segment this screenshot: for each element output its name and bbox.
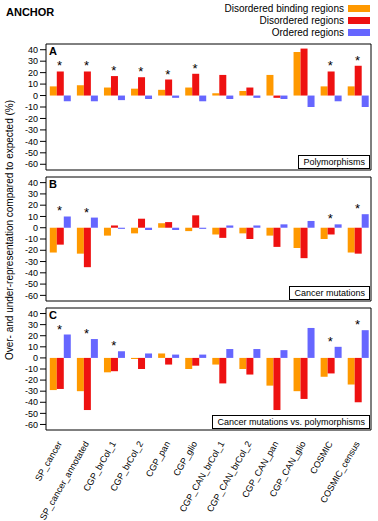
svg-text:40: 40 <box>28 309 38 319</box>
svg-text:*: * <box>111 63 116 78</box>
html-text:Disordered regions: Disordered regions <box>259 14 344 26</box>
svg-text:*: * <box>57 58 62 73</box>
svg-text:*: * <box>328 58 333 73</box>
html-text:Ordered regions: Ordered regions <box>271 26 344 38</box>
svg-text:0: 0 <box>33 353 38 363</box>
html-text:Over- and under-representation: Over- and under-representation compared … <box>3 99 15 361</box>
svg-text:CGP_brCol_1: CGP_brCol_1 <box>81 439 118 493</box>
svg-text:*: * <box>84 326 89 341</box>
svg-text:*: * <box>355 317 360 332</box>
svg-text:*: * <box>84 58 89 73</box>
svg-text:-30: -30 <box>25 125 38 135</box>
svg-text:*: * <box>138 64 143 79</box>
svg-text:-50: -50 <box>25 279 38 289</box>
svg-text:CGP_CAN_glio: CGP_CAN_glio <box>268 440 308 499</box>
svg-text:*: * <box>57 203 62 218</box>
svg-text:-50: -50 <box>25 148 38 158</box>
svg-text:-30: -30 <box>25 386 38 396</box>
svg-text:CGP_glio: CGP_glio <box>171 440 199 478</box>
svg-text:*: * <box>57 322 62 337</box>
html-text:C: C <box>49 309 57 321</box>
svg-text:*: * <box>355 201 360 216</box>
svg-text:-10: -10 <box>25 102 38 112</box>
svg-text:*: * <box>165 67 170 82</box>
svg-text:-10: -10 <box>25 364 38 374</box>
svg-text:-40: -40 <box>25 268 38 278</box>
svg-text:SP_cancer: SP_cancer <box>33 440 64 483</box>
svg-text:-60: -60 <box>25 291 38 301</box>
svg-text:-60: -60 <box>25 420 38 430</box>
svg-text:20: 20 <box>28 331 38 341</box>
svg-text:-50: -50 <box>25 409 38 419</box>
svg-text:30: 30 <box>28 189 38 199</box>
svg-text:*: * <box>84 205 89 220</box>
html-text:ANCHOR: ANCHOR <box>6 6 55 18</box>
svg-text:40: 40 <box>28 45 38 55</box>
svg-text:40: 40 <box>28 178 38 188</box>
html-text:B: B <box>49 178 57 190</box>
svg-text:-20: -20 <box>25 245 38 255</box>
html-text:A: A <box>49 45 57 57</box>
svg-text:-30: -30 <box>25 257 38 267</box>
svg-text:20: 20 <box>28 68 38 78</box>
svg-text:SP_cancer_annotated: SP_cancer_annotated <box>38 440 91 521</box>
svg-text:30: 30 <box>28 320 38 330</box>
html-text:Cancer mutations vs. polymorph: Cancer mutations vs. polymorphisms <box>217 417 365 427</box>
svg-text:CGP_CAN_brCol_2: CGP_CAN_brCol_2 <box>205 440 254 514</box>
svg-text:*: * <box>111 338 116 353</box>
svg-text:-40: -40 <box>25 137 38 147</box>
svg-text:30: 30 <box>28 56 38 66</box>
html-text:Disordered binding regions: Disordered binding regions <box>224 2 344 14</box>
svg-text:*: * <box>328 211 333 226</box>
svg-text:0: 0 <box>33 91 38 101</box>
svg-text:CGP_pan: CGP_pan <box>144 440 172 479</box>
svg-text:20: 20 <box>28 200 38 210</box>
svg-text:COSMIC: COSMIC <box>308 439 335 476</box>
svg-text:10: 10 <box>28 79 38 89</box>
html-text:Cancer mutations: Cancer mutations <box>294 288 365 298</box>
svg-text:-20: -20 <box>25 114 38 124</box>
svg-text:*: * <box>192 61 197 76</box>
svg-text:*: * <box>328 334 333 349</box>
svg-text:CGP_CAN_brCol_1: CGP_CAN_brCol_1 <box>177 439 227 514</box>
svg-text:*: * <box>355 53 360 68</box>
svg-text:0: 0 <box>33 223 38 233</box>
svg-text:-40: -40 <box>25 397 38 407</box>
svg-text:10: 10 <box>28 212 38 222</box>
svg-text:CGP_brCol_2: CGP_brCol_2 <box>108 440 145 494</box>
svg-text:-60: -60 <box>25 159 38 169</box>
svg-text:-20: -20 <box>25 375 38 385</box>
svg-text:CGP_CAN_pan: CGP_CAN_pan <box>240 439 281 500</box>
html-text:Polymorphisms: Polymorphisms <box>303 157 365 167</box>
svg-text:-10: -10 <box>25 234 38 244</box>
svg-text:10: 10 <box>28 342 38 352</box>
svg-text:COSMIC_census: COSMIC_census <box>318 439 362 505</box>
